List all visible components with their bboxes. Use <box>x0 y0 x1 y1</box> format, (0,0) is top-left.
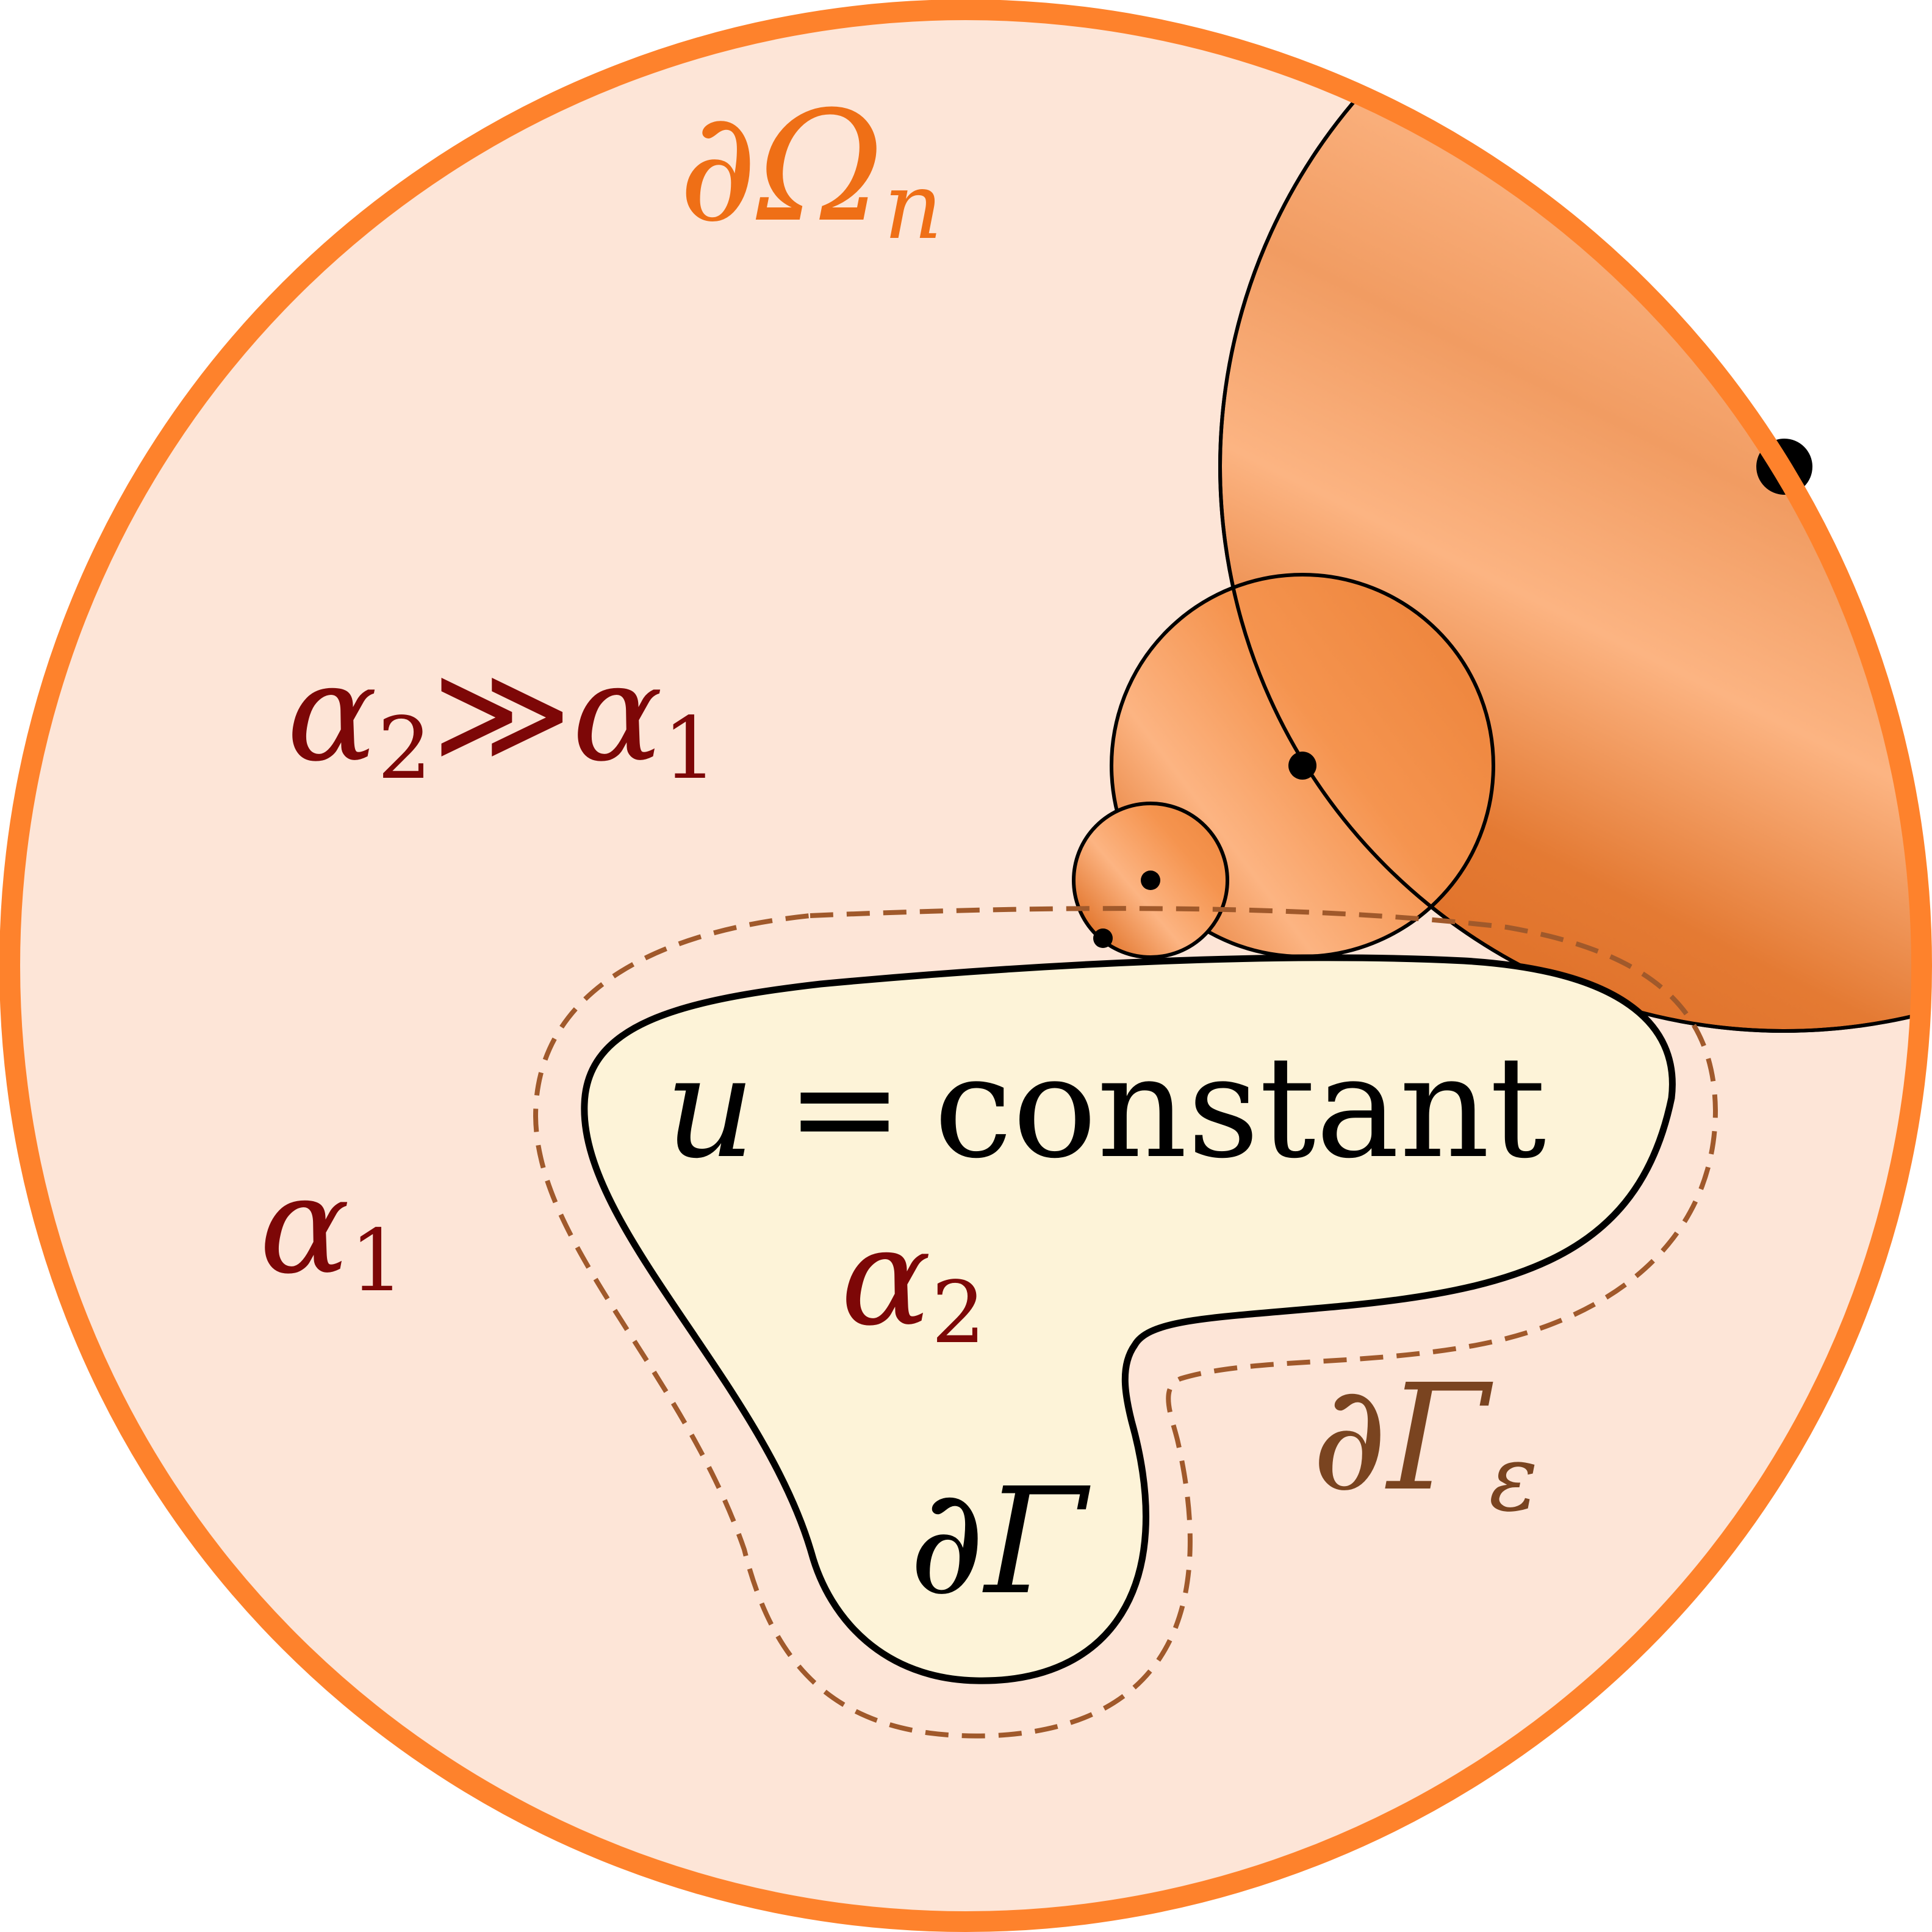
alpha-relation-label: α2≫α1 <box>287 635 717 799</box>
small-ball-center-point <box>1141 871 1160 890</box>
contact-point <box>1093 928 1113 948</box>
alpha-outer-label: α1 <box>259 1147 404 1311</box>
gamma-boundary-label: ∂Γ <box>909 1456 1091 1627</box>
omega-boundary-label: ∂Ωn <box>678 78 943 260</box>
medium-ball-center-point <box>1288 752 1316 780</box>
gamma-epsilon-boundary <box>533 906 1718 1739</box>
constant-equation-label: u = constant <box>665 1027 1546 1190</box>
alpha-inner-label: α2 <box>841 1199 986 1363</box>
gamma-region <box>581 954 1676 1684</box>
gamma-epsilon-boundary-label: ∂Γε <box>1312 1352 1538 1532</box>
large-ball-arc-overlay <box>1218 10 1922 1033</box>
